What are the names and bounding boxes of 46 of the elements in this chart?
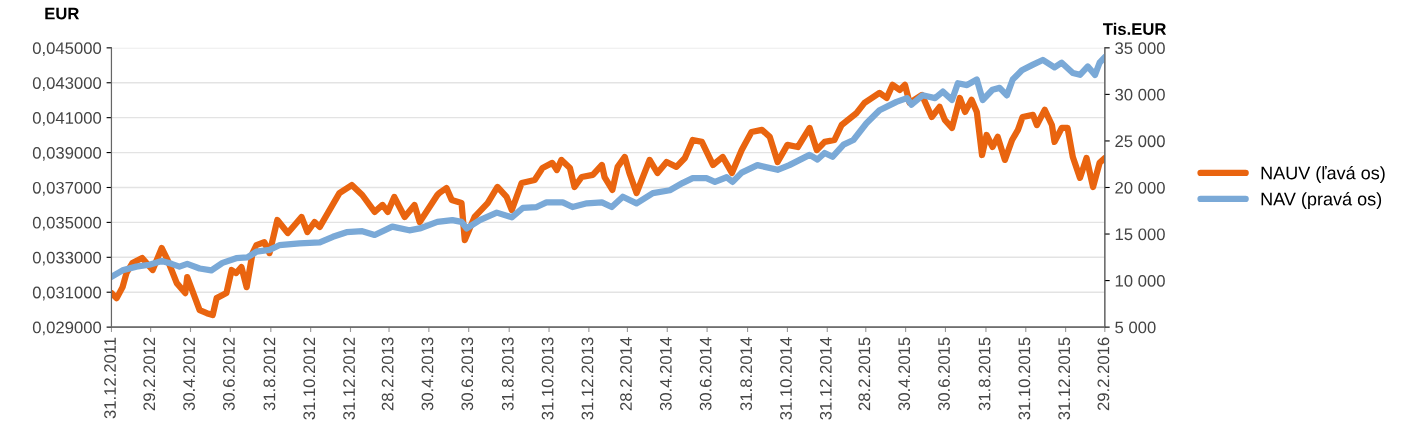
y-tick-label: 0,041000 <box>32 112 102 126</box>
y-tick-label: 0,035000 <box>32 216 102 231</box>
x-tick-label: 28.2.2014 <box>620 337 632 411</box>
x-tick-label: 31.8.2014 <box>740 337 753 411</box>
x-tick-label: 30.6.2013 <box>461 337 474 411</box>
y2-tick-label: 15 000 <box>1115 228 1165 241</box>
y2-tick-label: 30 000 <box>1115 88 1165 101</box>
x-tick-label: 30.4.2015 <box>898 337 911 411</box>
y-tick-label: 0,043000 <box>32 77 102 91</box>
x-tick-label: 31.8.2013 <box>501 337 514 411</box>
x-tick-label: 31.12.2013 <box>581 337 594 420</box>
x-tick-label: 30.4.2014 <box>659 337 672 411</box>
x-tick-label: 29.2.2012 <box>143 337 156 411</box>
x-tick-label: 30.6.2015 <box>938 337 950 411</box>
y-axis-title: EUR <box>45 7 80 20</box>
y-tick-label: 0,031000 <box>32 286 102 301</box>
x-tick-label: 31.8.2012 <box>263 337 276 411</box>
y2-tick-label: 10 000 <box>1115 274 1165 287</box>
y-tick-label: 0,045000 <box>32 42 102 57</box>
x-tick-label: 30.4.2013 <box>421 337 434 411</box>
x-tick-label: 31.12.2012 <box>343 337 355 420</box>
x-tick-label: 28.2.2015 <box>858 337 871 411</box>
y2-axis-title: Tis.EUR <box>1103 22 1167 35</box>
y2-tick-label: 5 000 <box>1115 321 1156 334</box>
y2-tick-label: 35 000 <box>1115 42 1165 55</box>
x-tick-label: 30.6.2012 <box>223 337 235 411</box>
x-tick-label: 31.10.2012 <box>303 337 316 420</box>
x-tick-label: 31.8.2015 <box>978 337 991 411</box>
y-tick-label: 0,033000 <box>32 251 102 266</box>
y-tick-label: 0,039000 <box>32 146 102 161</box>
x-tick-label: 30.6.2014 <box>699 337 712 411</box>
x-tick-label: 31.10.2015 <box>1018 337 1031 420</box>
legend-label: NAUV (ľavá os) <box>1261 165 1385 183</box>
x-tick-label: 28.2.2013 <box>381 337 394 411</box>
y2-tick-label: 25 000 <box>1115 135 1165 148</box>
y2-tick-label: 20 000 <box>1115 181 1165 194</box>
x-tick-label: 30.4.2012 <box>183 337 195 411</box>
x-tick-label: 29.2.2016 <box>1097 337 1110 411</box>
legend-label: NAV (pravá os) <box>1261 191 1382 210</box>
x-tick-label: 31.12.2014 <box>819 337 832 420</box>
y-tick-label: 0,029000 <box>32 321 102 336</box>
x-tick-label: 31.12.2011 <box>104 337 116 419</box>
x-tick-label: 31.10.2013 <box>541 337 554 420</box>
x-tick-label: 31.12.2015 <box>1058 337 1071 420</box>
y-tick-label: 0,037000 <box>32 181 102 196</box>
x-tick-label: 31.10.2014 <box>780 337 792 420</box>
